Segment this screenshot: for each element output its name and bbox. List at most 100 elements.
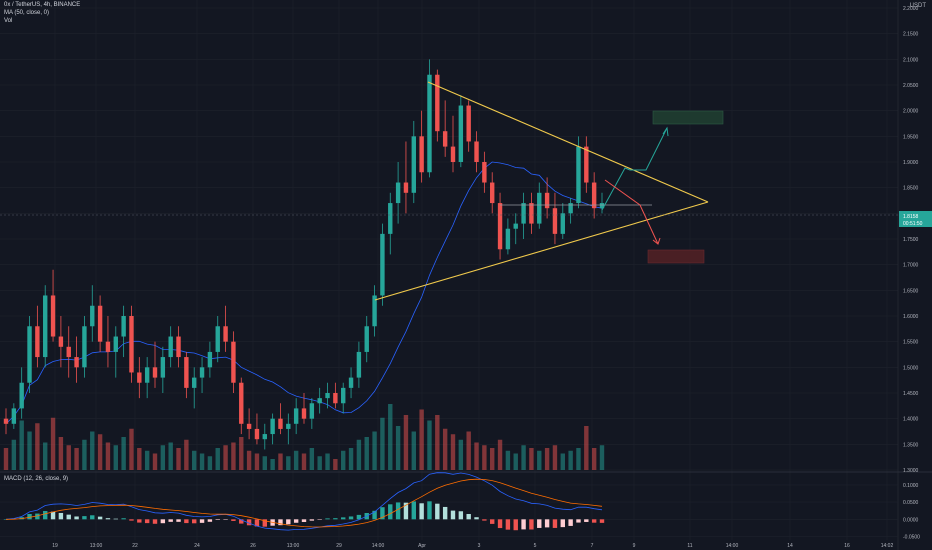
x-tick-label: 19 — [52, 543, 58, 549]
x-tick-label: 14:00 — [726, 543, 739, 549]
candle-body — [35, 326, 40, 358]
candle-body — [82, 326, 87, 368]
candle-body — [419, 136, 424, 173]
macd-histogram-bar — [560, 519, 565, 528]
volume-bar — [427, 420, 432, 470]
x-tick-label: 22 — [132, 543, 138, 549]
x-tick-label: 29 — [336, 543, 342, 549]
volume-bar — [262, 456, 267, 470]
candle-body — [152, 367, 158, 378]
candle-body — [19, 382, 24, 409]
y-tick-label: 1.9500 — [903, 134, 919, 140]
volume-bar — [231, 442, 236, 470]
bullish-arrow — [601, 127, 668, 211]
macd-histogram-bar — [348, 516, 354, 520]
x-tick-label: 13:00 — [287, 543, 300, 549]
volume-bar — [43, 442, 48, 470]
candle-body — [505, 228, 511, 250]
macd-histogram-bar — [262, 519, 267, 527]
macd-histogram-bar — [497, 519, 503, 529]
macd-histogram-bar — [591, 519, 597, 523]
candle-body — [435, 74, 440, 132]
macd-histogram-bar — [97, 516, 103, 520]
volume-bar — [552, 445, 558, 470]
volume-bar — [591, 448, 597, 470]
volume-bar — [168, 442, 173, 470]
macd-histogram-bar — [513, 519, 518, 531]
volume-bar — [450, 434, 456, 470]
macd-histogram-bar — [231, 519, 236, 521]
volume-bar — [105, 442, 111, 470]
x-tick-label: Apr — [418, 543, 426, 549]
macd-histogram-bar — [395, 502, 401, 520]
candle-body — [129, 316, 134, 373]
volume-bar — [325, 453, 330, 470]
macd-histogram-bar — [333, 518, 338, 520]
macd-pane: 0.1000 0.0500 0.0000 -0.0500 — [0, 472, 920, 541]
volume-bar — [474, 442, 479, 470]
macd-tick-label: -0.0500 — [903, 535, 920, 541]
macd-histogram-bar — [505, 519, 511, 530]
candle-body — [176, 336, 181, 358]
volume-bar — [121, 437, 126, 470]
macd-histogram-bar — [419, 503, 424, 520]
volume-bar — [419, 409, 424, 470]
macd-histogram-bar — [27, 513, 32, 520]
candle-body — [576, 146, 581, 204]
x-tick-label: 9 — [633, 543, 636, 549]
time-axis[interactable]: 19 13:00 22 24 26 13:00 29 14:00 Apr 3 5 7 9 11 14:00 1… — [52, 543, 893, 549]
volume-bar — [466, 431, 471, 470]
candle-body — [591, 182, 597, 209]
volume-bar — [568, 450, 573, 470]
x-tick-label: 5 — [534, 543, 537, 549]
volume-bar — [576, 448, 581, 470]
macd-histogram-bar — [121, 518, 126, 520]
volume-bar — [58, 437, 64, 470]
candle-body — [497, 203, 503, 250]
y-tick-label: 1.9000 — [903, 160, 919, 166]
price-axis[interactable]: 2.2000 2.1500 2.1000 2.0500 2.0000 1.9500 1.90… — [899, 6, 932, 474]
candle-body — [74, 357, 79, 368]
price-tag-countdown: 00:51:50 — [903, 221, 923, 227]
macd-signal-line — [5, 478, 603, 528]
macd-histogram-bar — [160, 519, 166, 524]
macd-histogram-bar — [317, 519, 322, 520]
target-down-box — [647, 249, 705, 264]
macd-histogram-bar — [74, 516, 79, 520]
volume-bar — [129, 428, 134, 470]
volume-bar — [560, 453, 565, 470]
candle-body — [121, 316, 126, 337]
candle-body — [513, 223, 518, 229]
y-tick-label: 2.0000 — [903, 109, 919, 115]
macd-histogram-bar — [552, 519, 558, 528]
macd-histogram-bar — [58, 512, 64, 520]
macd-histogram-bar — [144, 519, 150, 524]
macd-histogram-bar — [435, 503, 440, 520]
candle-body — [254, 428, 260, 440]
volume-bar — [513, 453, 518, 470]
y-tick-label: 2.1500 — [903, 32, 919, 38]
candle-body — [239, 382, 244, 424]
macd-histogram-bar — [199, 519, 205, 523]
y-tick-label: 1.4500 — [903, 391, 919, 397]
candle-body — [450, 146, 456, 162]
x-tick-label: 14:00 — [372, 543, 385, 549]
macd-histogram-bar — [474, 517, 479, 520]
candle-body — [372, 295, 377, 327]
volume-bar — [113, 445, 118, 470]
volume-bar — [278, 453, 283, 470]
candle-body — [427, 74, 432, 173]
volume-bar — [97, 434, 103, 470]
volume-bar — [286, 456, 291, 470]
candle-body — [356, 351, 362, 378]
candle-body — [529, 203, 534, 224]
macd-histogram-bar — [576, 519, 581, 523]
macd-histogram-bar — [246, 519, 252, 526]
candle-body — [560, 213, 565, 234]
macd-histogram-bar — [66, 514, 71, 520]
macd-tick-label: 0.1000 — [903, 483, 919, 489]
volume-bar — [176, 448, 181, 470]
macd-histogram-bar — [482, 519, 487, 521]
x-tick-label: 13:00 — [90, 543, 103, 549]
